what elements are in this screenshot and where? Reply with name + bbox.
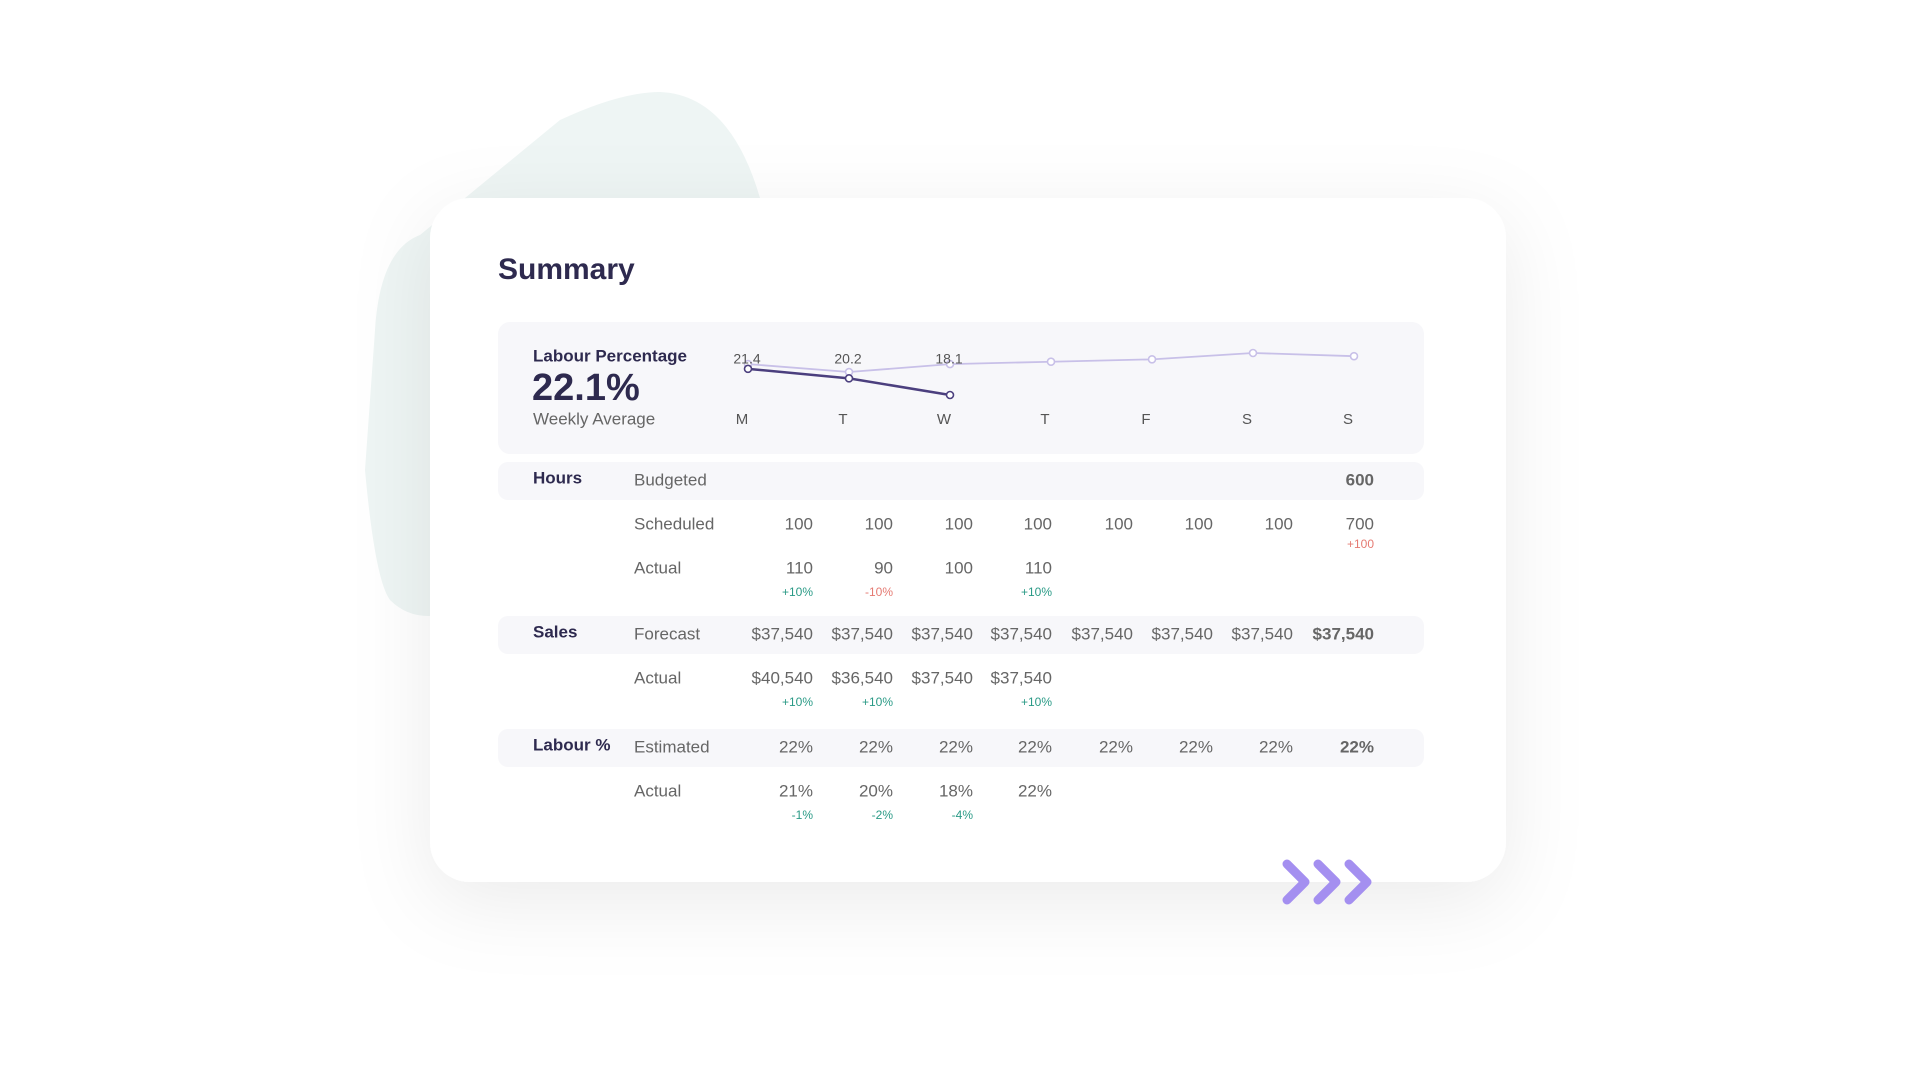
- cell: 100: [785, 514, 813, 533]
- x-tick-label: M: [736, 411, 749, 428]
- section-label: Sales: [533, 622, 577, 641]
- row-label: Forecast: [634, 624, 700, 643]
- cell: 22%: [939, 737, 973, 756]
- labour-caption: Weekly Average: [533, 409, 655, 428]
- section-band: [498, 616, 1424, 654]
- cell: 22%: [1018, 781, 1052, 800]
- delta: +10%: [862, 695, 893, 709]
- cell: 110: [1025, 558, 1052, 577]
- cell: $37,540: [1313, 624, 1374, 643]
- summary-table: Hours Budgeted 600 Scheduled 100 100 100 100 100…: [498, 462, 1424, 822]
- cell: $37,540: [832, 624, 893, 643]
- cell: 100: [1105, 514, 1133, 533]
- delta: -10%: [865, 585, 893, 599]
- cell: 90: [874, 558, 893, 577]
- delta: +10%: [1021, 585, 1052, 599]
- x-tick-label: T: [1040, 411, 1049, 428]
- cell: $37,540: [991, 668, 1052, 687]
- delta: +10%: [782, 585, 813, 599]
- data-label: 18.1: [935, 351, 962, 367]
- delta: +100: [1347, 537, 1374, 551]
- point: [945, 390, 955, 400]
- cell: $40,540: [752, 668, 813, 687]
- delta: -2%: [872, 808, 894, 822]
- row-label: Estimated: [634, 737, 710, 756]
- cell: 18%: [939, 781, 973, 800]
- cell: 22%: [859, 737, 893, 756]
- cell: 22%: [1179, 737, 1213, 756]
- row-label: Actual: [634, 668, 681, 687]
- cell: 22%: [779, 737, 813, 756]
- cell: 22%: [1018, 737, 1052, 756]
- cell: 110: [786, 558, 813, 577]
- cell: 700: [1346, 514, 1374, 533]
- cell: 100: [945, 558, 973, 577]
- cell: $37,540: [1232, 624, 1293, 643]
- point: [743, 364, 753, 374]
- cell: 100: [1024, 514, 1052, 533]
- data-label: 20.2: [834, 351, 861, 367]
- point: [1147, 355, 1157, 364]
- line-chart: M T W T F S S 21.4 20.2 18.1: [733, 348, 1359, 428]
- cell: $37,540: [1072, 624, 1133, 643]
- cell: $37,540: [912, 624, 973, 643]
- x-tick-label: T: [838, 411, 847, 428]
- cell: 100: [1265, 514, 1293, 533]
- point: [1349, 351, 1359, 361]
- section-band: [498, 462, 1424, 500]
- chevrons: [1282, 859, 1372, 905]
- delta: -1%: [792, 808, 814, 822]
- cell: $37,540: [912, 668, 973, 687]
- cell: 100: [865, 514, 893, 533]
- chart-panel: [498, 322, 1424, 454]
- x-tick-label: W: [937, 411, 952, 428]
- point: [1046, 357, 1056, 367]
- row-label: Actual: [634, 781, 681, 800]
- labour-value: 22.1%: [532, 367, 640, 409]
- x-tick-label: S: [1242, 411, 1252, 428]
- section-band: [498, 729, 1424, 767]
- cell: $36,540: [832, 668, 893, 687]
- cell: 100: [1185, 514, 1213, 533]
- row-label: Actual: [634, 558, 681, 577]
- cell: 21%: [779, 781, 813, 800]
- cell: 100: [945, 514, 973, 533]
- point: [844, 374, 854, 383]
- cell: $37,540: [752, 624, 813, 643]
- labour-title: Labour Percentage: [533, 346, 687, 365]
- section-label: Labour %: [533, 735, 610, 754]
- row-label: Scheduled: [634, 514, 714, 533]
- cell: 22%: [1259, 737, 1293, 756]
- x-tick-label: S: [1343, 411, 1353, 428]
- point: [1248, 348, 1258, 358]
- data-label: 21.4: [733, 351, 760, 367]
- cell: 22%: [1340, 737, 1374, 756]
- point: [945, 359, 955, 369]
- section-label: Hours: [533, 468, 582, 487]
- cell: 600: [1346, 470, 1374, 489]
- cell: $37,540: [1152, 624, 1213, 643]
- x-tick-label: F: [1141, 411, 1150, 428]
- row-label: Budgeted: [634, 470, 707, 489]
- cell: 22%: [1099, 737, 1133, 756]
- card-title: Summary: [498, 253, 635, 286]
- cell: 20%: [859, 781, 893, 800]
- delta: -4%: [952, 808, 974, 822]
- cell: $37,540: [991, 624, 1052, 643]
- summary-card: [430, 198, 1506, 882]
- delta: +10%: [782, 695, 813, 709]
- delta: +10%: [1021, 695, 1052, 709]
